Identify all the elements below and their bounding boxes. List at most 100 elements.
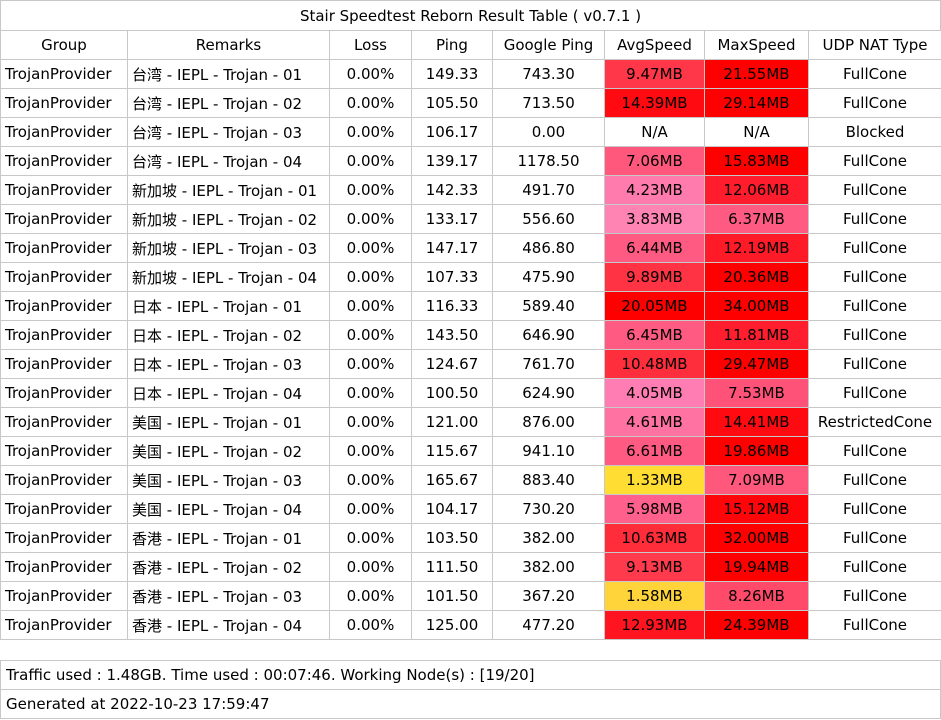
cell-ping: 165.67 bbox=[411, 465, 493, 495]
cell-max-speed: 19.86MB bbox=[704, 436, 809, 466]
header-google-ping: Google Ping bbox=[492, 30, 605, 60]
cell-udp-nat-type: FullCone bbox=[808, 436, 941, 466]
cell-ping: 142.33 bbox=[411, 175, 493, 205]
cell-avg-speed: 1.58MB bbox=[604, 581, 705, 611]
cell-loss: 0.00% bbox=[329, 204, 412, 234]
cell-max-speed: 6.37MB bbox=[704, 204, 809, 234]
cell-avg-speed: 6.61MB bbox=[604, 436, 705, 466]
table-row: TrojanProvider 台湾 - IEPL - Trojan - 02 0.0… bbox=[0, 88, 941, 118]
cell-remarks: 新加坡 - IEPL - Trojan - 01 bbox=[127, 175, 330, 205]
cell-remarks: 美国 - IEPL - Trojan - 03 bbox=[127, 465, 330, 495]
cell-remarks: 新加坡 - IEPL - Trojan - 02 bbox=[127, 204, 330, 234]
cell-max-speed: 34.00MB bbox=[704, 291, 809, 321]
cell-remarks: 美国 - IEPL - Trojan - 01 bbox=[127, 407, 330, 437]
cell-remarks: 台湾 - IEPL - Trojan - 04 bbox=[127, 146, 330, 176]
generated-timestamp: Generated at 2022-10-23 17:59:47 bbox=[0, 689, 941, 719]
cell-ping: 121.00 bbox=[411, 407, 493, 437]
cell-group: TrojanProvider bbox=[0, 117, 128, 147]
cell-loss: 0.00% bbox=[329, 552, 412, 582]
cell-google-ping: 624.90 bbox=[492, 378, 605, 408]
cell-google-ping: 1178.50 bbox=[492, 146, 605, 176]
cell-udp-nat-type: FullCone bbox=[808, 523, 941, 553]
cell-google-ping: 761.70 bbox=[492, 349, 605, 379]
cell-group: TrojanProvider bbox=[0, 552, 128, 582]
cell-avg-speed: 5.98MB bbox=[604, 494, 705, 524]
cell-group: TrojanProvider bbox=[0, 378, 128, 408]
cell-loss: 0.00% bbox=[329, 320, 412, 350]
table-row: TrojanProvider 美国 - IEPL - Trojan - 04 0.0… bbox=[0, 494, 941, 524]
cell-udp-nat-type: FullCone bbox=[808, 378, 941, 408]
cell-ping: 103.50 bbox=[411, 523, 493, 553]
cell-loss: 0.00% bbox=[329, 262, 412, 292]
header-avg-speed: AvgSpeed bbox=[604, 30, 705, 60]
cell-group: TrojanProvider bbox=[0, 59, 128, 89]
cell-group: TrojanProvider bbox=[0, 581, 128, 611]
header-ping: Ping bbox=[411, 30, 493, 60]
header-row: Group Remarks Loss Ping Google Ping AvgS… bbox=[0, 30, 941, 60]
cell-google-ping: 486.80 bbox=[492, 233, 605, 263]
cell-avg-speed: 3.83MB bbox=[604, 204, 705, 234]
cell-udp-nat-type: FullCone bbox=[808, 320, 941, 350]
cell-loss: 0.00% bbox=[329, 291, 412, 321]
cell-avg-speed: 20.05MB bbox=[604, 291, 705, 321]
cell-group: TrojanProvider bbox=[0, 494, 128, 524]
cell-udp-nat-type: FullCone bbox=[808, 233, 941, 263]
cell-google-ping: 491.70 bbox=[492, 175, 605, 205]
cell-ping: 124.67 bbox=[411, 349, 493, 379]
cell-max-speed: 29.14MB bbox=[704, 88, 809, 118]
cell-udp-nat-type: FullCone bbox=[808, 146, 941, 176]
cell-max-speed: 14.41MB bbox=[704, 407, 809, 437]
cell-loss: 0.00% bbox=[329, 436, 412, 466]
cell-udp-nat-type: FullCone bbox=[808, 349, 941, 379]
cell-google-ping: 713.50 bbox=[492, 88, 605, 118]
traffic-summary: Traffic used : 1.48GB. Time used : 00:07… bbox=[0, 660, 941, 690]
cell-google-ping: 382.00 bbox=[492, 552, 605, 582]
cell-avg-speed: 4.23MB bbox=[604, 175, 705, 205]
table-row: TrojanProvider 新加坡 - IEPL - Trojan - 02 0.… bbox=[0, 204, 941, 234]
cell-group: TrojanProvider bbox=[0, 523, 128, 553]
cell-max-speed: 15.12MB bbox=[704, 494, 809, 524]
cell-udp-nat-type: FullCone bbox=[808, 59, 941, 89]
table-row: TrojanProvider 香港 - IEPL - Trojan - 02 0.0… bbox=[0, 552, 941, 582]
cell-remarks: 香港 - IEPL - Trojan - 03 bbox=[127, 581, 330, 611]
cell-udp-nat-type: FullCone bbox=[808, 494, 941, 524]
cell-avg-speed: 9.13MB bbox=[604, 552, 705, 582]
cell-remarks: 日本 - IEPL - Trojan - 04 bbox=[127, 378, 330, 408]
cell-ping: 133.17 bbox=[411, 204, 493, 234]
cell-avg-speed: 6.45MB bbox=[604, 320, 705, 350]
cell-udp-nat-type: Blocked bbox=[808, 117, 941, 147]
cell-udp-nat-type: FullCone bbox=[808, 204, 941, 234]
cell-remarks: 美国 - IEPL - Trojan - 04 bbox=[127, 494, 330, 524]
cell-ping: 149.33 bbox=[411, 59, 493, 89]
cell-ping: 104.17 bbox=[411, 494, 493, 524]
cell-avg-speed: 6.44MB bbox=[604, 233, 705, 263]
cell-loss: 0.00% bbox=[329, 233, 412, 263]
cell-udp-nat-type: FullCone bbox=[808, 610, 941, 640]
cell-loss: 0.00% bbox=[329, 581, 412, 611]
cell-ping: 147.17 bbox=[411, 233, 493, 263]
cell-google-ping: 475.90 bbox=[492, 262, 605, 292]
cell-loss: 0.00% bbox=[329, 494, 412, 524]
cell-udp-nat-type: FullCone bbox=[808, 465, 941, 495]
cell-group: TrojanProvider bbox=[0, 88, 128, 118]
cell-remarks: 香港 - IEPL - Trojan - 04 bbox=[127, 610, 330, 640]
cell-google-ping: 477.20 bbox=[492, 610, 605, 640]
cell-remarks: 美国 - IEPL - Trojan - 02 bbox=[127, 436, 330, 466]
cell-remarks: 香港 - IEPL - Trojan - 02 bbox=[127, 552, 330, 582]
cell-max-speed: 24.39MB bbox=[704, 610, 809, 640]
cell-max-speed: 15.83MB bbox=[704, 146, 809, 176]
cell-google-ping: 367.20 bbox=[492, 581, 605, 611]
table-row: TrojanProvider 台湾 - IEPL - Trojan - 03 0.0… bbox=[0, 117, 941, 147]
cell-google-ping: 730.20 bbox=[492, 494, 605, 524]
cell-loss: 0.00% bbox=[329, 59, 412, 89]
cell-max-speed: 19.94MB bbox=[704, 552, 809, 582]
cell-group: TrojanProvider bbox=[0, 465, 128, 495]
cell-avg-speed: 10.63MB bbox=[604, 523, 705, 553]
cell-remarks: 台湾 - IEPL - Trojan - 03 bbox=[127, 117, 330, 147]
table-row: TrojanProvider 日本 - IEPL - Trojan - 01 0.0… bbox=[0, 291, 941, 321]
cell-ping: 101.50 bbox=[411, 581, 493, 611]
cell-loss: 0.00% bbox=[329, 378, 412, 408]
cell-udp-nat-type: FullCone bbox=[808, 88, 941, 118]
cell-ping: 100.50 bbox=[411, 378, 493, 408]
cell-avg-speed: 9.47MB bbox=[604, 59, 705, 89]
